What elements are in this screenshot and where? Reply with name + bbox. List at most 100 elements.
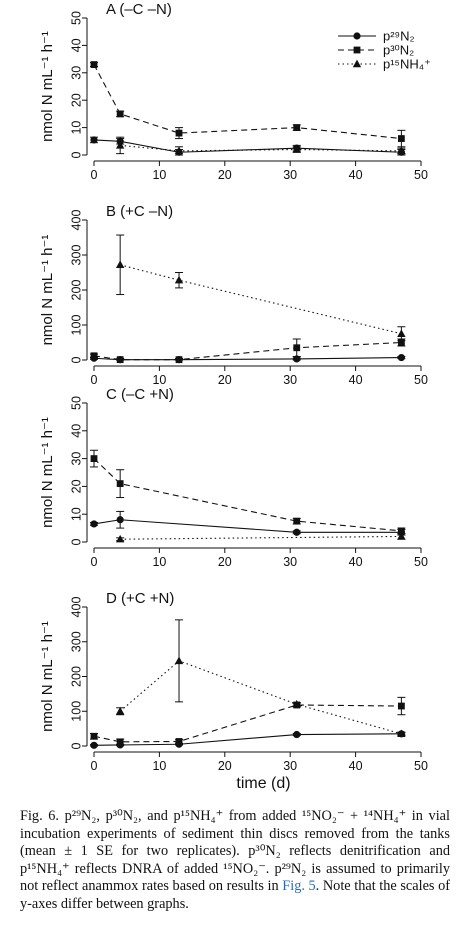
x-tick-label: 40: [349, 759, 363, 773]
y-tick-label: 20: [69, 93, 83, 107]
data-point-square: [293, 344, 301, 352]
y-axis-label: nmol N mL⁻¹ h⁻¹: [39, 235, 56, 346]
figure-panels: 0 10 20 30 40 50 0 10 20 30 40 50 nmol N mL⁻¹ h⁻¹ A (…: [39, 1, 431, 792]
data-point-square: [397, 135, 405, 142]
legend-label: p¹⁵NH₄⁺: [383, 57, 431, 72]
legend-label: p³⁰N₂: [383, 43, 414, 58]
x-tick-label: 20: [218, 555, 232, 569]
x-tick-label: 20: [218, 373, 232, 387]
y-tick-label: 10: [69, 121, 83, 135]
data-point-circle: [90, 520, 98, 528]
y-tick-label: 10: [69, 507, 83, 521]
data-point-circle: [90, 136, 98, 144]
panel-label: D (+C +N): [106, 590, 174, 607]
series-line: [93, 519, 402, 533]
y-tick-label: 40: [69, 424, 83, 438]
data-point-triangle: [115, 141, 125, 149]
data-point-square: [90, 352, 98, 360]
series-circle: [90, 730, 406, 749]
x-tick-label: 0: [91, 168, 98, 182]
series-line: [93, 704, 402, 743]
legend-label: p²⁹N₂: [383, 29, 415, 44]
series-line: [93, 458, 402, 532]
data-point-triangle: [292, 145, 301, 153]
x-tick-label: 10: [152, 555, 166, 569]
data-point-square: [116, 356, 124, 364]
series-line: [93, 357, 402, 361]
panel-1: 0 10 20 30 40 50 0 10 20 30 40 50 nmol N mL⁻¹ h⁻¹ A (…: [39, 1, 431, 182]
x-tick-label: 20: [218, 168, 232, 182]
x-tick-label: 0: [91, 759, 98, 773]
data-point-square: [397, 702, 405, 710]
data-point-triangle: [174, 656, 184, 665]
x-tick-label: 40: [349, 168, 363, 182]
caption-figure-link[interactable]: Fig. 5: [282, 878, 316, 894]
series-line: [120, 144, 402, 152]
y-tick-label: 50: [69, 396, 83, 410]
data-point-circle: [293, 355, 301, 363]
series-line: [120, 535, 402, 540]
series-circle: [90, 510, 406, 536]
x-tick-label: 20: [218, 759, 232, 773]
data-point-circle: [116, 516, 124, 524]
x-tick-label: 10: [152, 373, 166, 387]
x-tick-label: 50: [414, 168, 428, 182]
panel-2: 0 10 20 30 40 50 0 100 200 300 400 nmol N mL⁻¹ h⁻¹ B…: [39, 203, 428, 387]
data-point-triangle: [397, 729, 406, 738]
x-tick-label: 30: [283, 168, 297, 182]
data-point-triangle: [397, 329, 406, 337]
x-tick-label: 30: [283, 373, 297, 387]
legend-marker-square: [353, 46, 361, 54]
data-point-triangle: [115, 706, 125, 715]
y-tick-label: 200: [69, 666, 83, 687]
panel-label: C (–C +N): [106, 386, 174, 403]
y-axis-label: nmol N mL⁻¹ h⁻¹: [39, 621, 56, 732]
data-point-triangle: [174, 275, 184, 284]
caption-text: Fig. 6. p²⁹N₂, p³⁰N₂, and p¹⁵NH₄⁺ from a…: [20, 808, 450, 894]
y-tick-label: 200: [69, 280, 83, 301]
data-point-square: [397, 527, 405, 535]
series-triangle: [115, 234, 406, 342]
x-tick-label: 0: [91, 555, 98, 569]
y-tick-label: 300: [69, 631, 83, 652]
x-axis-label: time (d): [236, 775, 290, 792]
y-tick-label: 20: [69, 479, 83, 493]
y-axis-label: nmol N mL⁻¹ h⁻¹: [39, 31, 56, 142]
y-tick-label: 30: [69, 66, 83, 80]
data-point-triangle: [115, 260, 125, 268]
y-tick-label: 300: [69, 245, 83, 266]
figure-caption: Fig. 6. p²⁹N₂, p³⁰N₂, and p¹⁵NH₄⁺ from a…: [20, 808, 450, 913]
series-line: [120, 264, 402, 335]
data-point-square: [293, 517, 301, 525]
y-tick-label: 50: [69, 11, 83, 25]
data-point-triangle: [397, 146, 406, 155]
series-square: [90, 449, 406, 535]
y-tick-label: 0: [69, 538, 83, 545]
data-point-triangle: [115, 534, 125, 543]
data-point-triangle: [292, 699, 301, 708]
data-point-square: [397, 339, 405, 346]
x-tick-label: 10: [152, 759, 166, 773]
panel-4: 0 10 20 30 40 50 0 100 200 300 400 nmol N mL⁻¹ h⁻¹ D…: [39, 590, 428, 792]
y-tick-label: 400: [69, 597, 83, 618]
panel-label: B (+C –N): [106, 203, 173, 220]
series-line: [93, 64, 402, 140]
panel-3: 0 10 20 30 40 50 0 10 20 30 40 50 nmol N mL⁻¹ h⁻¹ C (…: [39, 386, 428, 569]
series-line: [119, 660, 402, 735]
series-triangle: [115, 136, 406, 156]
series-triangle: [115, 619, 406, 738]
data-point-square: [175, 738, 183, 745]
x-tick-label: 30: [283, 555, 297, 569]
y-tick-label: 30: [69, 452, 83, 466]
x-tick-label: 50: [414, 759, 428, 773]
panel-label: A (–C –N): [106, 1, 172, 18]
y-axis-label: nmol N mL⁻¹ h⁻¹: [39, 417, 56, 528]
data-point-triangle: [174, 146, 184, 155]
data-point-square: [90, 61, 98, 68]
series-square: [90, 696, 406, 746]
y-tick-label: 100: [69, 701, 83, 722]
y-tick-label: 0: [69, 151, 83, 158]
series-square: [90, 61, 406, 148]
data-point-circle: [397, 353, 405, 362]
data-point-square: [90, 455, 98, 462]
